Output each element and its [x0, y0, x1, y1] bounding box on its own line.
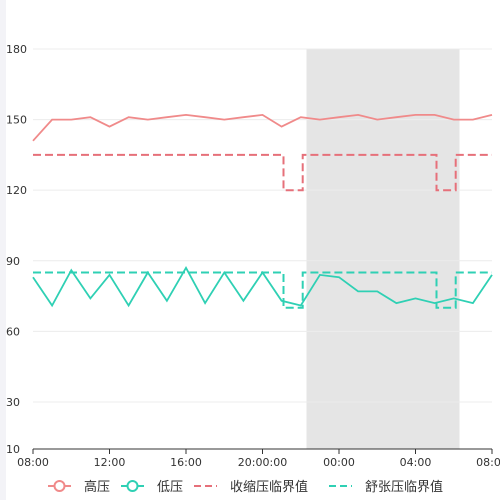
series-line-1 [32, 113, 493, 142]
x-tick-label: 04:00 [400, 456, 432, 469]
legend-label: 低压 [157, 480, 183, 495]
shaded-night-region [306, 49, 460, 449]
legend-label: 收缩压临界值 [230, 479, 308, 495]
y-tick-label: 150 [6, 114, 27, 127]
legend-label: 舒张压临界值 [365, 479, 443, 495]
x-tick-label: 20:00:00 [238, 456, 287, 469]
y-tick-label: 120 [6, 184, 27, 197]
legend-label: 高压 [84, 479, 110, 495]
legend-marker-icon [53, 480, 66, 492]
left-edge-strip [0, 0, 6, 500]
y-tick-label: 10 [6, 443, 20, 456]
y-tick-label: 180 [6, 43, 27, 56]
legend-marker-icon [126, 480, 139, 492]
x-tick-label: 08:00 [476, 456, 500, 469]
y-tick-label: 90 [6, 255, 20, 268]
series-line-4 [33, 271, 492, 309]
y-tick-label: 30 [6, 396, 20, 409]
x-tick-label: 12:00 [94, 456, 126, 469]
x-tick-label: 16:00 [170, 456, 202, 469]
series-line-3 [33, 153, 492, 192]
x-tick-label: 00:00 [323, 456, 355, 469]
x-tick-label: 08:00 [17, 456, 49, 469]
y-tick-label: 60 [6, 325, 20, 338]
